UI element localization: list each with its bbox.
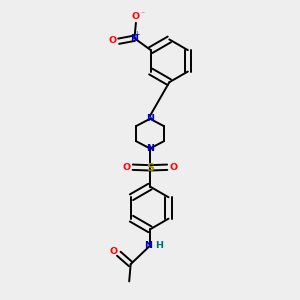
Text: S: S [146, 163, 154, 173]
Text: O: O [132, 12, 140, 21]
Text: O: O [122, 163, 130, 172]
Text: +: + [134, 30, 140, 39]
Text: N: N [146, 144, 154, 153]
Text: N: N [146, 114, 154, 123]
Text: O: O [109, 36, 117, 45]
Text: ⁻: ⁻ [140, 9, 145, 18]
Text: O: O [170, 163, 178, 172]
Text: O: O [110, 247, 118, 256]
Text: N: N [130, 34, 138, 43]
Text: N: N [145, 241, 152, 250]
Text: H: H [155, 241, 163, 250]
